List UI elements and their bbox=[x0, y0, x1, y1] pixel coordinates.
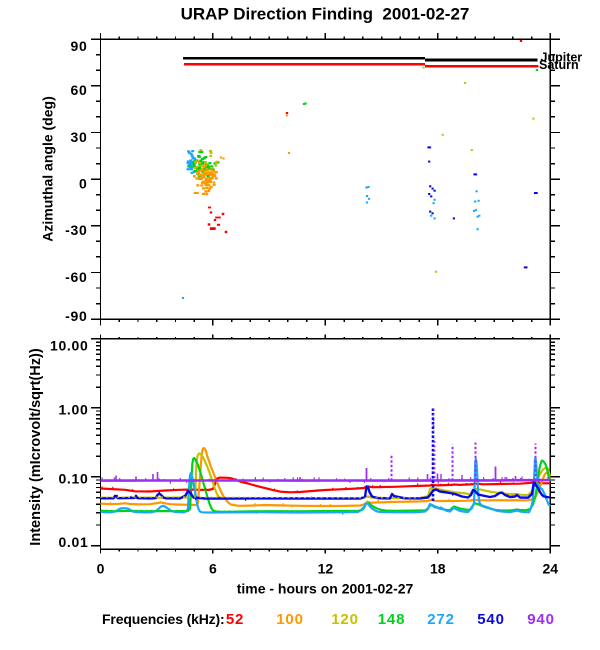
svg-text:52: 52 bbox=[226, 611, 244, 628]
svg-text:0: 0 bbox=[97, 561, 105, 577]
svg-text:0: 0 bbox=[79, 176, 88, 192]
svg-text:12: 12 bbox=[318, 561, 334, 577]
svg-text:URAP Direction Finding 2001-0: URAP Direction Finding 2001-02-27 bbox=[181, 5, 470, 24]
svg-text:Saturn: Saturn bbox=[539, 58, 579, 72]
svg-text:Intensity (mIcrovolt/sqrt(Hz)): Intensity (mIcrovolt/sqrt(Hz)) bbox=[28, 348, 44, 546]
svg-text:90: 90 bbox=[71, 38, 88, 54]
svg-text:940: 940 bbox=[527, 611, 554, 628]
svg-text:-60: -60 bbox=[65, 269, 87, 285]
svg-text:30: 30 bbox=[71, 129, 88, 145]
svg-text:-30: -30 bbox=[65, 222, 87, 238]
svg-text:Jupiter: Jupiter bbox=[541, 51, 583, 65]
svg-text:272: 272 bbox=[427, 611, 454, 628]
svg-text:100: 100 bbox=[276, 611, 303, 628]
svg-text:120: 120 bbox=[331, 611, 358, 628]
svg-text:0.10: 0.10 bbox=[58, 470, 88, 486]
svg-text:18: 18 bbox=[430, 561, 446, 577]
svg-text:24: 24 bbox=[543, 561, 559, 577]
svg-text:6: 6 bbox=[209, 561, 217, 577]
svg-text:148: 148 bbox=[378, 611, 405, 628]
svg-text:1.00: 1.00 bbox=[58, 401, 88, 417]
svg-text:10.00: 10.00 bbox=[50, 337, 89, 353]
svg-text:Azimuthal angle (deg): Azimuthal angle (deg) bbox=[40, 96, 56, 241]
svg-text:Frequencies (kHz):: Frequencies (kHz): bbox=[102, 611, 225, 627]
svg-text:540: 540 bbox=[477, 611, 504, 628]
svg-text:-90: -90 bbox=[65, 308, 87, 324]
svg-text:0.01: 0.01 bbox=[58, 534, 88, 550]
svg-text:time - hours on 2001-02-27: time - hours on 2001-02-27 bbox=[237, 581, 414, 597]
svg-text:60: 60 bbox=[71, 82, 88, 98]
